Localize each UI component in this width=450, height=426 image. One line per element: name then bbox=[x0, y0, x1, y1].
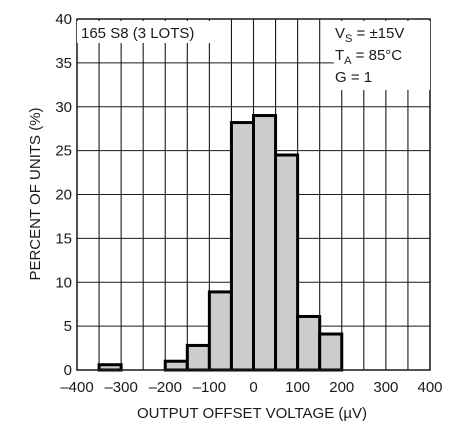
x-tick-label: 200 bbox=[329, 379, 354, 396]
x-axis-title: OUTPUT OFFSET VOLTAGE (µV) bbox=[137, 405, 367, 422]
y-tick-label: 35 bbox=[55, 55, 72, 72]
supply-voltage-annotation: VS = ±15V bbox=[335, 25, 404, 45]
histogram-bar bbox=[207, 290, 233, 372]
right-annotation-bg bbox=[334, 21, 430, 90]
y-tick-label: 25 bbox=[55, 143, 72, 160]
x-tick-labels: –400 –300 –200 –100 0 100 200 300 400 bbox=[60, 379, 442, 396]
y-tick-label: 10 bbox=[55, 274, 72, 291]
left-annotation: 165 S8 (3 LOTS) bbox=[81, 25, 194, 42]
gain-annotation: G = 1 bbox=[335, 69, 372, 86]
histogram-bar bbox=[229, 121, 255, 372]
x-tick-label: –100 bbox=[193, 379, 226, 396]
y-tick-label: 5 bbox=[64, 318, 72, 335]
plot-frame bbox=[76, 18, 431, 371]
histogram-bar bbox=[296, 314, 322, 372]
temperature-annotation: TA = 85°C bbox=[335, 47, 402, 67]
x-tick-label: –200 bbox=[149, 379, 182, 396]
y-tick-label: 0 bbox=[64, 362, 72, 379]
histogram-bars bbox=[97, 114, 344, 372]
y-tick-label: 20 bbox=[55, 187, 72, 204]
x-tick-label: 400 bbox=[417, 379, 442, 396]
x-tick-label: 100 bbox=[285, 379, 310, 396]
histogram-bar bbox=[318, 332, 344, 372]
y-tick-labels: 0 5 10 15 20 25 30 35 40 bbox=[55, 11, 72, 379]
y-axis-title: PERCENT OF UNITS (%) bbox=[27, 107, 44, 280]
x-tick-label: –300 bbox=[104, 379, 137, 396]
histogram-bar bbox=[185, 343, 211, 372]
x-tick-label: 300 bbox=[373, 379, 398, 396]
x-tick-label: 0 bbox=[249, 379, 257, 396]
y-tick-label: 15 bbox=[55, 230, 72, 247]
histogram-bar bbox=[274, 153, 300, 372]
histogram-bar bbox=[163, 359, 189, 372]
y-tick-label: 30 bbox=[55, 99, 72, 116]
histogram-bar bbox=[97, 363, 123, 372]
histogram-bar bbox=[252, 114, 278, 372]
y-tick-label: 40 bbox=[55, 11, 72, 28]
x-tick-label: –400 bbox=[60, 379, 93, 396]
left-annotation-bg bbox=[77, 21, 223, 43]
